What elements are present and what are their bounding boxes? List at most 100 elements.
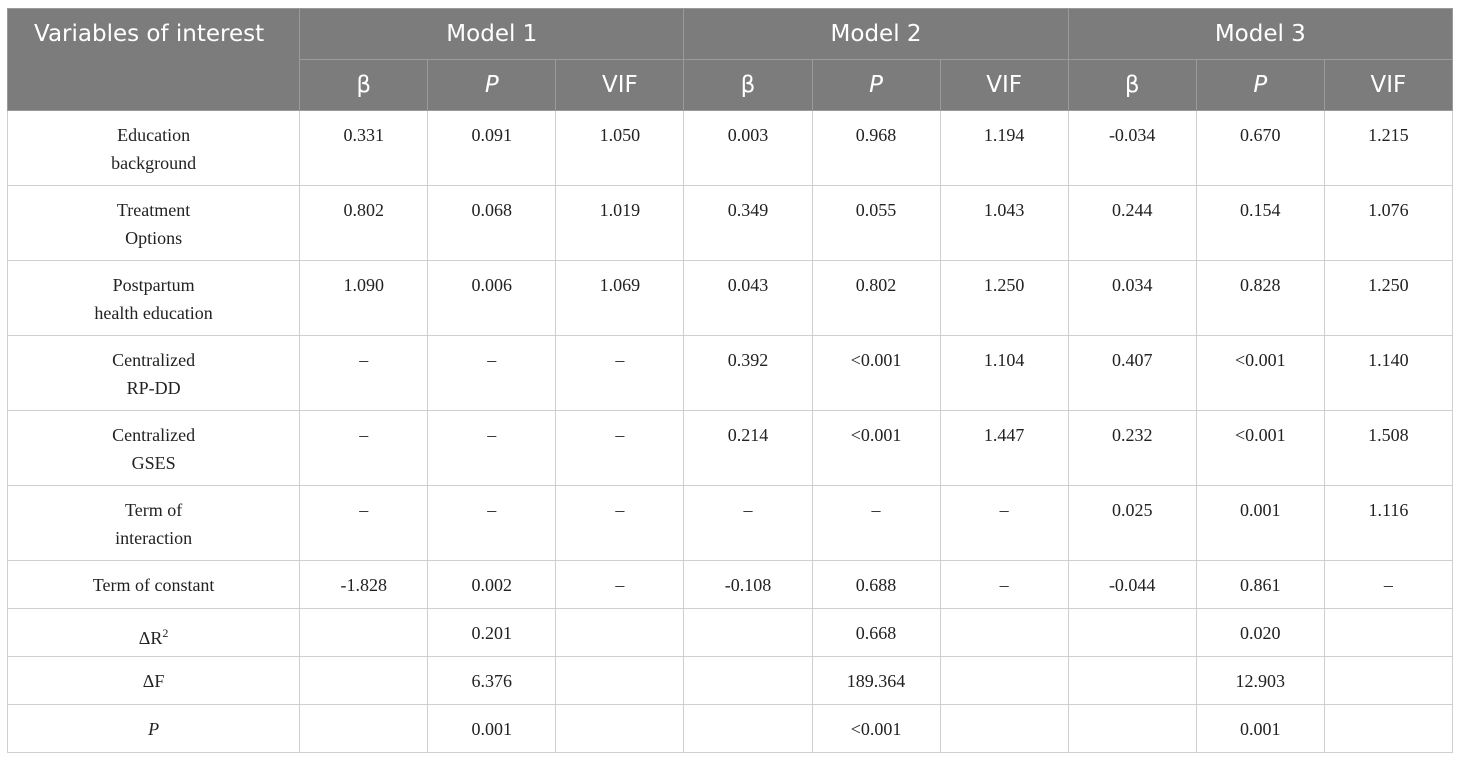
cell: 0.349 [683, 185, 813, 261]
row-label: Centralized GSES [6, 410, 301, 486]
cell: – [555, 560, 685, 609]
cell: – [427, 485, 557, 561]
cell: 0.154 [1195, 185, 1325, 261]
summary-value: 0.020 [1195, 608, 1325, 657]
cell: -0.108 [683, 560, 813, 609]
label-line: background [111, 153, 197, 173]
beta-header: β [683, 59, 813, 111]
cell: 1.508 [1323, 410, 1454, 486]
cell: – [939, 485, 1069, 561]
p-header: P [811, 59, 941, 111]
table-row: Centralized GSES – – – 0.214 <0.001 1.447… [6, 410, 1454, 486]
variables-header: Variables of interest [6, 8, 301, 111]
row-label: Postpartum health education [6, 260, 301, 336]
cell: 0.670 [1195, 110, 1325, 186]
row-label: ΔF [6, 656, 301, 705]
label-text: ΔR [138, 628, 163, 648]
cell: 1.116 [1323, 485, 1454, 561]
label-line: Centralized [112, 350, 196, 370]
empty-cell [555, 608, 685, 657]
model-1-header: Model 1 [299, 8, 685, 60]
empty-cell [299, 656, 429, 705]
row-label: Treatment Options [6, 185, 301, 261]
cell: – [299, 485, 429, 561]
empty-cell [1067, 608, 1197, 657]
cell: 1.050 [555, 110, 685, 186]
cell: 0.034 [1067, 260, 1197, 336]
vif-header: VIF [1323, 59, 1454, 111]
row-label: Term of interaction [6, 485, 301, 561]
cell: -0.034 [1067, 110, 1197, 186]
cell: 0.802 [299, 185, 429, 261]
label-line: interaction [115, 528, 193, 548]
beta-header: β [1067, 59, 1197, 111]
cell: 0.688 [811, 560, 941, 609]
table-row: Centralized RP-DD – – – 0.392 <0.001 1.10… [6, 335, 1454, 411]
summary-value: 0.001 [1195, 704, 1325, 753]
empty-cell [1067, 704, 1197, 753]
cell: 0.025 [1067, 485, 1197, 561]
empty-cell [939, 704, 1069, 753]
cell: 1.194 [939, 110, 1069, 186]
label-line: Options [125, 228, 183, 248]
cell: – [555, 335, 685, 411]
summary-value: 189.364 [811, 656, 941, 705]
table-row: Treatment Options 0.802 0.068 1.019 0.349… [6, 185, 1454, 261]
beta-header: β [299, 59, 429, 111]
table-row: Term of interaction – – – – – – 0.025 0.0… [6, 485, 1454, 561]
empty-cell [683, 656, 813, 705]
empty-cell [1323, 608, 1454, 657]
summary-value: 12.903 [1195, 656, 1325, 705]
empty-cell [939, 656, 1069, 705]
cell: 0.214 [683, 410, 813, 486]
summary-row-delta-r2: ΔR2 0.201 0.668 0.020 [6, 608, 1454, 657]
cell: -0.044 [1067, 560, 1197, 609]
empty-cell [299, 608, 429, 657]
empty-cell [939, 608, 1069, 657]
cell: 0.861 [1195, 560, 1325, 609]
cell: 1.069 [555, 260, 685, 336]
cell: 1.019 [555, 185, 685, 261]
cell: 1.076 [1323, 185, 1454, 261]
empty-cell [683, 704, 813, 753]
cell: 1.140 [1323, 335, 1454, 411]
cell: 1.104 [939, 335, 1069, 411]
label-line: health education [94, 303, 213, 323]
cell: 0.055 [811, 185, 941, 261]
cell: 0.392 [683, 335, 813, 411]
cell: 0.068 [427, 185, 557, 261]
cell: 0.968 [811, 110, 941, 186]
model-3-header: Model 3 [1067, 8, 1454, 60]
label-line: RP-DD [126, 378, 181, 398]
cell: 0.006 [427, 260, 557, 336]
vif-header: VIF [555, 59, 685, 111]
cell: 1.250 [1323, 260, 1454, 336]
cell: <0.001 [1195, 335, 1325, 411]
table-container: Variables of interest Model 1 Model 2 Mo… [6, 8, 1454, 753]
summary-value: 0.668 [811, 608, 941, 657]
cell: <0.001 [811, 410, 941, 486]
empty-cell [1067, 656, 1197, 705]
table-row: Term of constant -1.828 0.002 – -0.108 0… [6, 560, 1454, 609]
summary-row-delta-f: ΔF 6.376 189.364 12.903 [6, 656, 1454, 705]
label-line: Postpartum [112, 275, 195, 295]
cell: – [555, 410, 685, 486]
regression-table: Variables of interest Model 1 Model 2 Mo… [6, 8, 1454, 753]
cell: 1.447 [939, 410, 1069, 486]
cell: 0.802 [811, 260, 941, 336]
label-line: Centralized [112, 425, 196, 445]
cell: 1.090 [299, 260, 429, 336]
vif-header: VIF [939, 59, 1069, 111]
row-label: P [6, 704, 301, 753]
cell: – [683, 485, 813, 561]
table-row: Postpartum health education 1.090 0.006 1… [6, 260, 1454, 336]
cell: – [555, 485, 685, 561]
cell: 0.003 [683, 110, 813, 186]
cell: 1.215 [1323, 110, 1454, 186]
empty-cell [555, 704, 685, 753]
cell: 0.232 [1067, 410, 1197, 486]
cell: <0.001 [1195, 410, 1325, 486]
label-line: Treatment [116, 200, 191, 220]
cell: – [299, 410, 429, 486]
cell: – [1323, 560, 1454, 609]
